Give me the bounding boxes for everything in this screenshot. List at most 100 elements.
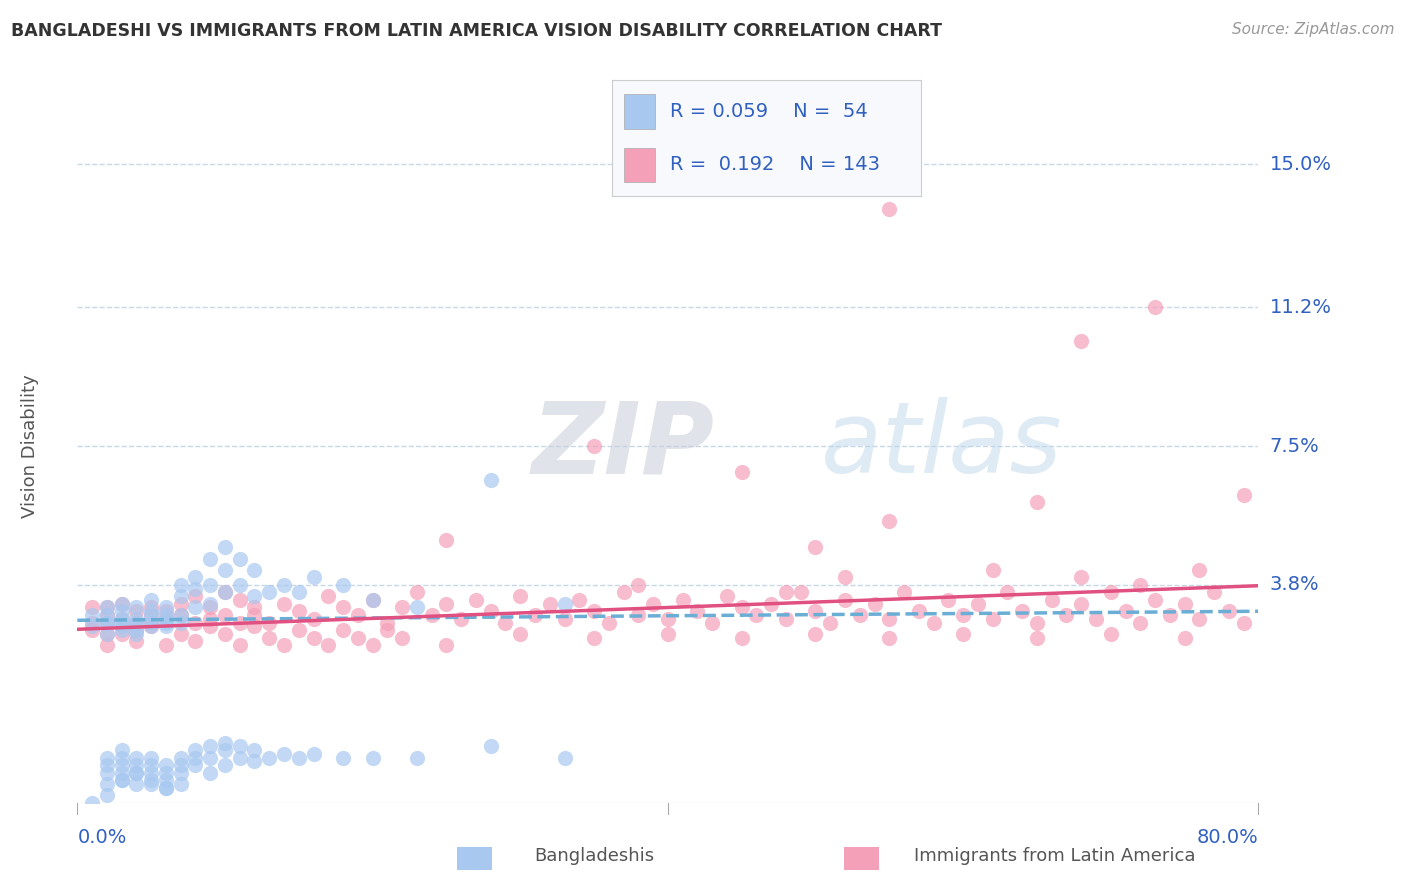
- Point: [170, 777, 193, 791]
- Point: [155, 600, 177, 615]
- Text: Immigrants from Latin America: Immigrants from Latin America: [914, 847, 1195, 865]
- Point: [228, 578, 252, 592]
- Point: [834, 570, 856, 584]
- Point: [200, 739, 222, 754]
- Point: [1070, 597, 1092, 611]
- Point: [377, 623, 399, 637]
- Point: [125, 777, 148, 791]
- Point: [1277, 427, 1299, 442]
- Point: [554, 612, 576, 626]
- Point: [96, 615, 118, 630]
- Point: [436, 533, 458, 547]
- Point: [125, 615, 148, 630]
- Point: [495, 615, 517, 630]
- Point: [228, 750, 252, 764]
- Point: [170, 589, 193, 603]
- Point: [1114, 604, 1136, 618]
- Point: [391, 631, 413, 645]
- Point: [243, 619, 266, 633]
- Point: [111, 750, 132, 764]
- Point: [731, 631, 754, 645]
- Point: [111, 597, 132, 611]
- Point: [1070, 570, 1092, 584]
- Point: [952, 607, 974, 622]
- Point: [288, 750, 311, 764]
- Point: [214, 585, 236, 599]
- Point: [863, 597, 886, 611]
- Point: [141, 593, 163, 607]
- Point: [346, 631, 368, 645]
- Point: [1144, 593, 1167, 607]
- Point: [1144, 300, 1167, 314]
- Point: [155, 604, 177, 618]
- Point: [243, 589, 266, 603]
- Point: [82, 600, 104, 615]
- Point: [583, 631, 606, 645]
- Point: [141, 773, 163, 788]
- Point: [141, 750, 163, 764]
- Point: [1099, 627, 1122, 641]
- Point: [155, 765, 177, 780]
- Point: [228, 615, 252, 630]
- Point: [214, 736, 236, 750]
- Point: [1233, 615, 1256, 630]
- Point: [111, 765, 132, 780]
- Point: [111, 612, 132, 626]
- Point: [1188, 612, 1211, 626]
- Point: [479, 604, 502, 618]
- Point: [125, 612, 148, 626]
- Point: [214, 607, 236, 622]
- Point: [583, 439, 606, 453]
- Point: [1159, 607, 1181, 622]
- Point: [804, 627, 827, 641]
- Point: [554, 750, 576, 764]
- Point: [155, 612, 177, 626]
- Point: [214, 585, 236, 599]
- Point: [1099, 585, 1122, 599]
- Point: [200, 619, 222, 633]
- Point: [125, 600, 148, 615]
- Point: [672, 593, 695, 607]
- Point: [141, 607, 163, 622]
- Point: [686, 604, 709, 618]
- Point: [82, 615, 104, 630]
- Point: [288, 585, 311, 599]
- Point: [243, 743, 266, 757]
- Point: [775, 612, 797, 626]
- Point: [111, 612, 132, 626]
- Point: [1040, 593, 1063, 607]
- Point: [1085, 612, 1108, 626]
- Point: [361, 750, 384, 764]
- Point: [332, 750, 354, 764]
- Point: [141, 607, 163, 622]
- Point: [790, 585, 813, 599]
- Point: [184, 570, 207, 584]
- Point: [1233, 488, 1256, 502]
- Point: [524, 607, 547, 622]
- Point: [111, 773, 132, 788]
- Point: [849, 607, 872, 622]
- Point: [96, 627, 118, 641]
- Point: [436, 638, 458, 652]
- Bar: [624, 95, 655, 129]
- Point: [82, 796, 104, 810]
- Point: [406, 750, 429, 764]
- Point: [214, 758, 236, 772]
- Point: [1174, 631, 1197, 645]
- Point: [111, 773, 132, 788]
- Point: [96, 615, 118, 630]
- Point: [96, 607, 118, 622]
- Point: [96, 600, 118, 615]
- Point: [96, 638, 118, 652]
- Point: [1026, 615, 1049, 630]
- Text: 11.2%: 11.2%: [1270, 298, 1331, 317]
- Point: [184, 634, 207, 648]
- Point: [318, 589, 340, 603]
- Point: [273, 578, 295, 592]
- Point: [406, 585, 429, 599]
- Point: [155, 758, 177, 772]
- Point: [967, 597, 990, 611]
- Point: [1129, 578, 1152, 592]
- Point: [643, 597, 665, 611]
- Point: [538, 597, 561, 611]
